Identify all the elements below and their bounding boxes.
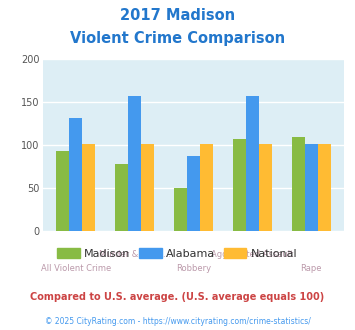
Text: All Violent Crime: All Violent Crime	[40, 264, 111, 273]
Bar	[82, 144, 95, 231]
Bar	[318, 144, 331, 231]
Text: Murder & Mans...: Murder & Mans...	[99, 250, 170, 259]
Bar	[69, 118, 82, 231]
Bar	[115, 164, 128, 231]
Bar	[56, 151, 69, 231]
Bar	[259, 144, 272, 231]
Bar	[174, 188, 187, 231]
Bar	[292, 137, 305, 231]
Bar	[233, 139, 246, 231]
Text: Robbery: Robbery	[176, 264, 211, 273]
Bar	[128, 96, 141, 231]
Text: Compared to U.S. average. (U.S. average equals 100): Compared to U.S. average. (U.S. average …	[31, 292, 324, 302]
Text: © 2025 CityRating.com - https://www.cityrating.com/crime-statistics/: © 2025 CityRating.com - https://www.city…	[45, 317, 310, 326]
Bar	[187, 156, 200, 231]
Bar	[200, 144, 213, 231]
Text: 2017 Madison: 2017 Madison	[120, 8, 235, 23]
Text: Violent Crime Comparison: Violent Crime Comparison	[70, 31, 285, 46]
Bar	[305, 144, 318, 231]
Legend: Madison, Alabama, National: Madison, Alabama, National	[53, 244, 302, 263]
Bar	[141, 144, 154, 231]
Text: Aggravated Assault: Aggravated Assault	[211, 250, 294, 259]
Bar	[246, 96, 259, 231]
Text: Rape: Rape	[300, 264, 322, 273]
